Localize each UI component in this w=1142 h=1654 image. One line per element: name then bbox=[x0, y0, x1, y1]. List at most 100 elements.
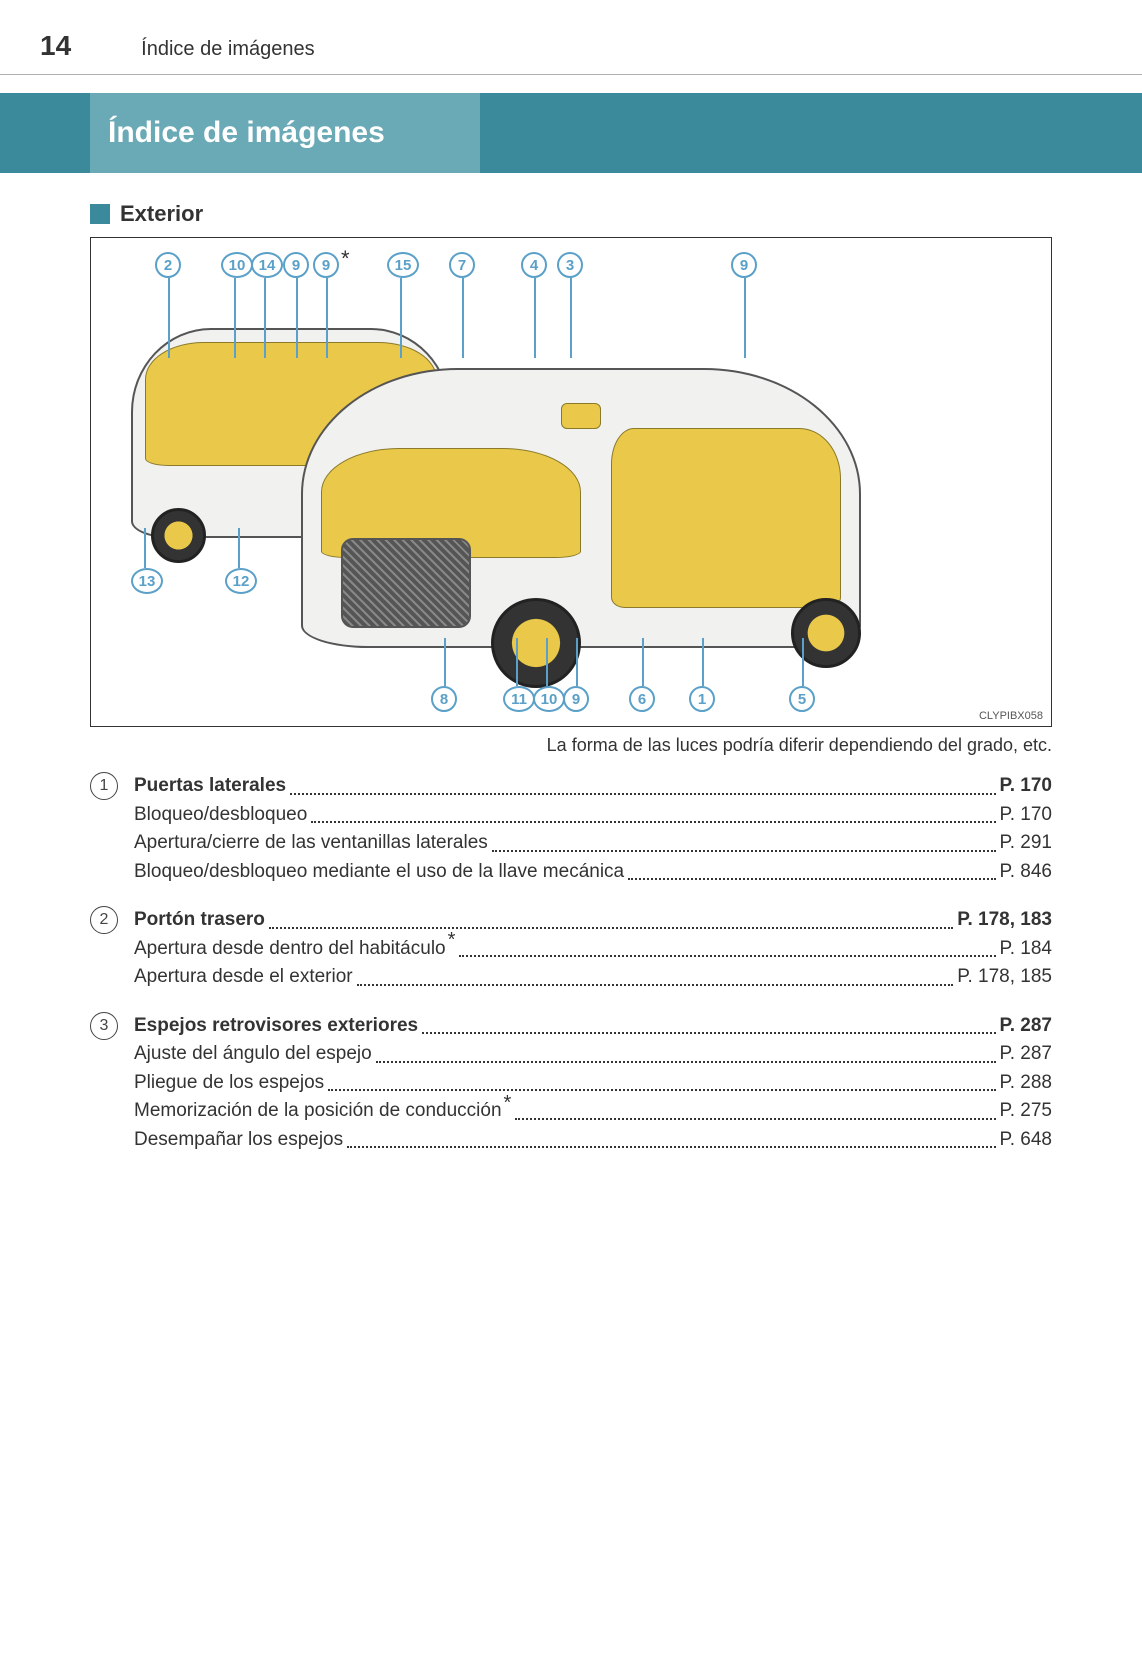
index-entry: 1Puertas lateralesP. 170Bloqueo/desbloqu… bbox=[90, 772, 1052, 886]
index-line: Bloqueo/desbloqueo P. 170 bbox=[134, 801, 1052, 830]
exterior-diagram: CLYPIBX058 2101499*1574391312811109615 bbox=[90, 237, 1052, 727]
page-ref: P. 178, 185 bbox=[957, 963, 1052, 992]
page-ref: P. 288 bbox=[1000, 1069, 1052, 1098]
index-label: Apertura/cierre de las ventanillas later… bbox=[134, 829, 488, 858]
entry-lines: Espejos retrovisores exterioresP. 287Aju… bbox=[134, 1012, 1052, 1155]
page-ref: P. 287 bbox=[1000, 1012, 1052, 1041]
index-label: Portón trasero bbox=[134, 906, 265, 935]
diagram-callout: 10 bbox=[221, 252, 253, 278]
index-line: Portón trasero P. 178, 183 bbox=[134, 906, 1052, 935]
diagram-callout: 10 bbox=[533, 686, 565, 712]
index-label: Bloqueo/desbloqueo mediante el uso de la… bbox=[134, 858, 624, 887]
index-line: Puertas laterales P. 170 bbox=[134, 772, 1052, 801]
page-ref: P. 170 bbox=[1000, 801, 1052, 830]
diagram-leader-line bbox=[462, 278, 464, 358]
leader-dots bbox=[422, 1032, 995, 1034]
door-highlight bbox=[611, 428, 841, 608]
index-label: Bloqueo/desbloqueo bbox=[134, 801, 307, 830]
leader-dots bbox=[328, 1089, 995, 1091]
footnote-star-icon: * bbox=[341, 246, 350, 272]
diagram-leader-line bbox=[576, 638, 578, 686]
diagram-leader-line bbox=[326, 278, 328, 358]
footnote-star-icon: * bbox=[448, 929, 456, 951]
index-list: 1Puertas lateralesP. 170Bloqueo/desbloqu… bbox=[90, 772, 1052, 1154]
leader-dots bbox=[459, 955, 995, 957]
leader-dots bbox=[628, 878, 995, 880]
index-entry: 2Portón traseroP. 178, 183Apertura desde… bbox=[90, 906, 1052, 992]
leader-dots bbox=[311, 821, 995, 823]
diagram-callout: 12 bbox=[225, 568, 257, 594]
section-bullet-icon bbox=[90, 204, 110, 224]
diagram-leader-line bbox=[570, 278, 572, 358]
leader-dots bbox=[357, 984, 954, 986]
index-label: Apertura desde el exterior bbox=[134, 963, 353, 992]
diagram-callout: 9 bbox=[563, 686, 589, 712]
title-band: Índice de imágenes bbox=[0, 93, 1142, 173]
footnote-star-icon: * bbox=[504, 1092, 512, 1114]
diagram-leader-line bbox=[546, 638, 548, 686]
index-label: Espejos retrovisores exteriores bbox=[134, 1012, 418, 1041]
leader-dots bbox=[515, 1118, 995, 1120]
index-label: Apertura desde dentro del habitáculo* bbox=[134, 935, 455, 964]
diagram-leader-line bbox=[534, 278, 536, 358]
diagram-leader-line bbox=[238, 528, 240, 568]
entry-number: 3 bbox=[90, 1012, 118, 1040]
page-ref: P. 275 bbox=[1000, 1097, 1052, 1126]
diagram-callout: 13 bbox=[131, 568, 163, 594]
diagram-callout: 6 bbox=[629, 686, 655, 712]
diagram-callout: 4 bbox=[521, 252, 547, 278]
figure-subcaption: La forma de las luces podría diferir dep… bbox=[90, 735, 1052, 756]
band-title: Índice de imágenes bbox=[108, 116, 385, 150]
section-head: Exterior bbox=[90, 201, 1052, 227]
figure-code: CLYPIBX058 bbox=[979, 710, 1043, 722]
diagram-leader-line bbox=[444, 638, 446, 686]
index-line: Pliegue de los espejosP. 288 bbox=[134, 1069, 1052, 1098]
diagram-callout: 9 bbox=[283, 252, 309, 278]
wheel-front bbox=[491, 598, 581, 688]
index-line: Apertura/cierre de las ventanillas later… bbox=[134, 829, 1052, 858]
index-line: Espejos retrovisores exteriores P. 287 bbox=[134, 1012, 1052, 1041]
page-header: 14 Índice de imágenes bbox=[0, 0, 1142, 75]
running-title: Índice de imágenes bbox=[141, 38, 314, 61]
leader-dots bbox=[376, 1061, 996, 1063]
index-entry: 3Espejos retrovisores exterioresP. 287Aj… bbox=[90, 1012, 1052, 1155]
page-ref: P. 648 bbox=[1000, 1126, 1052, 1155]
diagram-leader-line bbox=[296, 278, 298, 358]
index-line: Bloqueo/desbloqueo mediante el uso de la… bbox=[134, 858, 1052, 887]
index-line: Ajuste del ángulo del espejoP. 287 bbox=[134, 1040, 1052, 1069]
diagram-callout: 8 bbox=[431, 686, 457, 712]
diagram-leader-line bbox=[802, 638, 804, 686]
leader-dots bbox=[290, 793, 995, 795]
index-label: Ajuste del ángulo del espejo bbox=[134, 1040, 372, 1069]
page-ref: P. 184 bbox=[1000, 935, 1052, 964]
diagram-callout: 9 bbox=[731, 252, 757, 278]
index-label: Puertas laterales bbox=[134, 772, 286, 801]
diagram-leader-line bbox=[144, 528, 146, 568]
diagram-leader-line bbox=[642, 638, 644, 686]
page-ref: P. 170 bbox=[1000, 772, 1052, 801]
diagram-callout: 15 bbox=[387, 252, 419, 278]
diagram-callout: 2 bbox=[155, 252, 181, 278]
diagram-leader-line bbox=[516, 638, 518, 686]
diagram-callout: 11 bbox=[503, 686, 535, 712]
title-band-inner: Índice de imágenes bbox=[90, 93, 480, 173]
leader-dots bbox=[347, 1146, 995, 1148]
page-ref: P. 291 bbox=[1000, 829, 1052, 858]
entry-number: 1 bbox=[90, 772, 118, 800]
diagram-callout: 14 bbox=[251, 252, 283, 278]
diagram-leader-line bbox=[400, 278, 402, 358]
diagram-callout: 3 bbox=[557, 252, 583, 278]
index-line: Desempañar los espejosP. 648 bbox=[134, 1126, 1052, 1155]
diagram-callout: 1 bbox=[689, 686, 715, 712]
diagram-callout: 5 bbox=[789, 686, 815, 712]
grille bbox=[341, 538, 471, 628]
index-line: Apertura desde dentro del habitáculo* P. … bbox=[134, 935, 1052, 964]
entry-number: 2 bbox=[90, 906, 118, 934]
section: Exterior CLYPIBX058 2101499*157439131281… bbox=[90, 201, 1052, 1154]
diagram-leader-line bbox=[264, 278, 266, 358]
wheel-back-left bbox=[151, 508, 206, 563]
mirror-highlight bbox=[561, 403, 601, 429]
page-ref: P. 846 bbox=[1000, 858, 1052, 887]
page-ref: P. 178, 183 bbox=[957, 906, 1052, 935]
page-number: 14 bbox=[40, 30, 71, 62]
